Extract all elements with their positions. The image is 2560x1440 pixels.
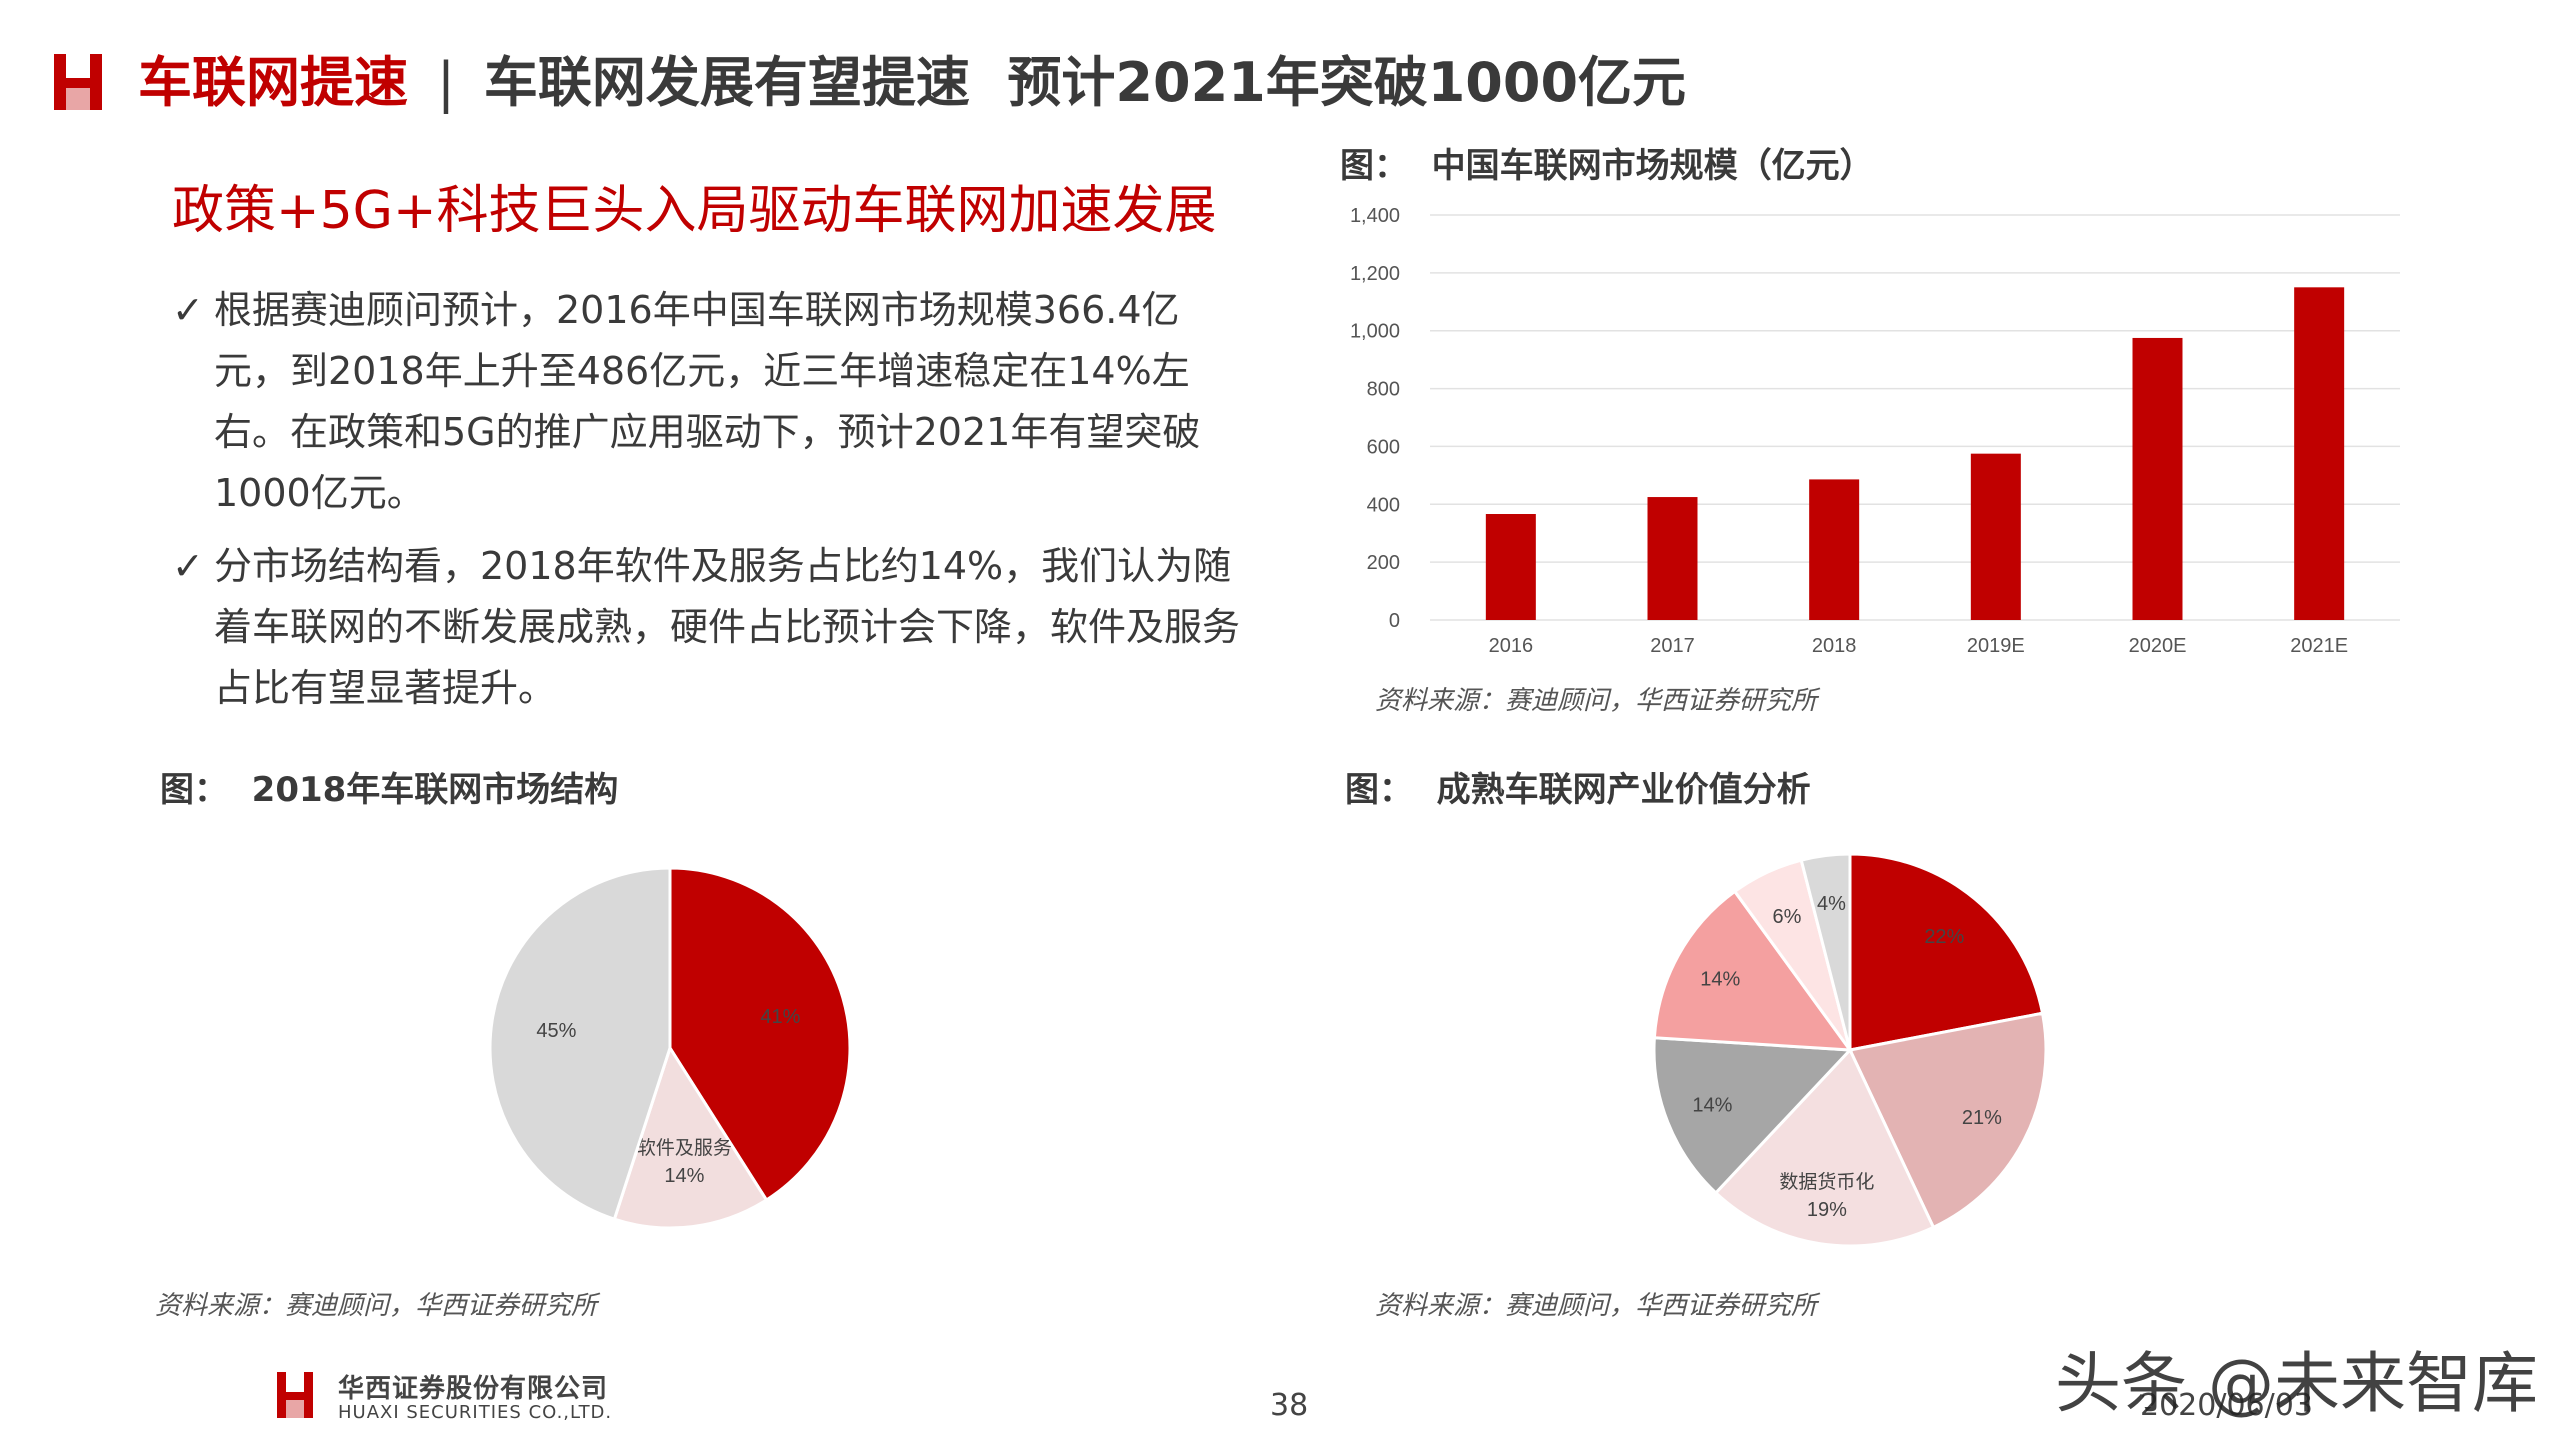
pie-slice [1652, 1036, 1854, 1195]
bar [2294, 287, 2345, 620]
checkmark-icon: ✓ [172, 544, 204, 588]
x-tick-label: 2017 [1650, 635, 1695, 657]
huaxi-footer-logo-icon [277, 1372, 313, 1418]
slice-value-label: 4% [1817, 893, 1846, 915]
y-tick-label: 200 [1367, 552, 1400, 574]
slice-value-label: 21% [1962, 1107, 2002, 1129]
header-title-text: 车联网发展有望提速 预计2021年突破1000亿元 [483, 51, 1687, 114]
subheading: 政策+5G+科技巨头入局驱动车联网加速发展 [172, 181, 1217, 241]
pie-slice [612, 1044, 769, 1230]
checkmark-icon: ✓ [172, 288, 204, 332]
y-tick-label: 1,000 [1350, 321, 1400, 343]
huaxi-logo-icon [54, 54, 102, 110]
pie2-source: 资料来源：赛迪顾问，华西证券研究所 [1375, 1291, 1818, 1321]
pie-slice [488, 866, 672, 1222]
bar [1485, 514, 1536, 620]
bar [1647, 497, 1698, 620]
market-structure-pie-chart: 41% 软件及服务 14% 45% [488, 866, 852, 1230]
y-tick-label: 600 [1367, 436, 1400, 458]
slice-category-label: 软件及服务 [637, 1137, 732, 1159]
slice-value-label: 14% [1700, 969, 1740, 991]
slice-value-label: 14% [1692, 1094, 1732, 1116]
market-size-bar-chart: 0 200 400 600 800 1,000 1,200 1,400 2016 2017 2018… [1350, 205, 2400, 657]
x-tick-label: 2020E [2129, 635, 2187, 657]
y-tick-label: 1,200 [1350, 263, 1400, 285]
footer-company-en: HUAXI SECURITIES CO.,LTD. [338, 1402, 613, 1423]
bullet-item: ✓ 根据赛迪顾问预计，2016年中国车联网市场规模366.4亿元，到2018年上… [172, 280, 1252, 524]
bullet-text: 分市场结构看，2018年软件及服务占比约14%，我们认为随着车联网的不断发展成熟… [214, 544, 1241, 710]
page-date: 2020/06/03 [2140, 1388, 2313, 1423]
slice-value-label: 14% [664, 1165, 704, 1187]
bar [1970, 453, 2021, 620]
pie-slice [1652, 889, 1854, 1052]
slice-category-label: 数据货币化 [1779, 1171, 1874, 1193]
pie1-source: 资料来源：赛迪顾问，华西证券研究所 [155, 1291, 598, 1321]
pie-slice [1799, 852, 1852, 1051]
watermark: 头条 @未来智库 [2055, 1345, 2538, 1422]
pie-slice [1847, 1011, 2048, 1230]
bullet-text: 根据赛迪顾问预计，2016年中国车联网市场规模366.4亿元，到2018年上升至… [214, 288, 1201, 515]
bar [2132, 337, 2183, 620]
bar [1809, 479, 1860, 620]
bar-chart-source: 资料来源：赛迪顾问，华西证券研究所 [1375, 686, 1818, 716]
bullet-item: ✓ 分市场结构看，2018年软件及服务占比约14%，我们认为随着车联网的不断发展… [172, 536, 1252, 719]
y-tick-label: 400 [1367, 494, 1400, 516]
pie-slice [1713, 1047, 1936, 1248]
page-number: 38 [1270, 1388, 1309, 1423]
slice-value-label: 22% [1924, 926, 1964, 948]
y-tick-label: 800 [1367, 379, 1400, 401]
header-title: 车联网提速 | 车联网发展有望提速 预计2021年突破1000亿元 [138, 38, 1686, 117]
footer-company-cn: 华西证券股份有限公司 [338, 1374, 609, 1404]
x-tick-label: 2018 [1812, 635, 1857, 657]
bar-chart-title: 图： 中国车联网市场规模（亿元） [1340, 146, 1874, 186]
x-tick-label: 2019E [1967, 635, 2025, 657]
x-tick-label: 2021E [2290, 635, 2348, 657]
x-tick-label: 2016 [1489, 635, 1534, 657]
pie-slice [1848, 852, 2045, 1052]
slice-value-label: 45% [536, 1020, 576, 1042]
industry-value-pie-chart: 22% 21% 数据货币化 19% 14% 14% 6% 4% [1652, 852, 2048, 1248]
pie2-chart-title: 图： 成熟车联网产业价值分析 [1345, 770, 1811, 810]
slice-value-label: 41% [760, 1006, 800, 1028]
y-tick-label: 0 [1389, 610, 1400, 632]
slice-value-label: 19% [1807, 1199, 1847, 1221]
header-separator: | [436, 51, 456, 114]
header-section: 车联网提速 [138, 51, 408, 114]
y-tick-label: 1,400 [1350, 205, 1400, 227]
slice-value-label: 6% [1773, 906, 1802, 928]
pie1-chart-title: 图： 2018年车联网市场结构 [160, 770, 619, 810]
